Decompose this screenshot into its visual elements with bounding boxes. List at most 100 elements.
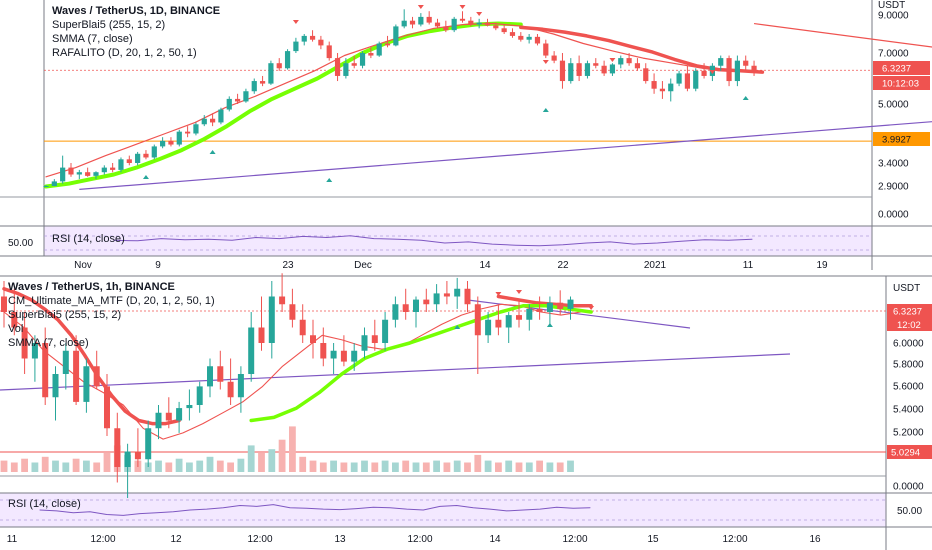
top-candle-body <box>143 153 149 158</box>
bottom-rsi-label[interactable]: RSI (14, close) <box>8 498 81 510</box>
top-candle-body <box>434 22 441 27</box>
bottom-time-tick-label: 14 <box>489 534 501 545</box>
bottom-price-tick-label: 5.2000 <box>893 428 924 439</box>
top-candle-body <box>218 109 224 123</box>
bottom-volume-bar <box>10 462 18 472</box>
top-candle-body <box>243 91 249 102</box>
top-indicator-superblai[interactable]: SuperBlai5 (255, 15, 2) <box>52 19 166 31</box>
bottom-indicator-smma[interactable]: SMMA (7, close) <box>8 337 89 349</box>
top-time-tick-label: 9 <box>155 260 161 271</box>
bottom-candle-body <box>402 304 409 312</box>
bottom-candle-body <box>474 304 481 336</box>
top-candle-body <box>43 186 49 187</box>
bottom-indicator-vol[interactable]: Vol <box>8 323 24 335</box>
bottom-volume-bar <box>412 462 420 472</box>
bottom-candle-body <box>258 327 265 343</box>
top-candle-body <box>151 146 157 158</box>
bottom-indicator-cm-ma[interactable]: CM_Ultimate_MA_MTF (D, 20, 1, 2, 50, 1) <box>8 295 215 307</box>
top-candle-body <box>668 83 674 92</box>
top-support-trendline <box>79 121 932 190</box>
top-candle-body <box>60 167 66 182</box>
top-candle-body <box>234 98 241 102</box>
top-candle-body <box>68 167 74 175</box>
top-rsi-value: 50.00 <box>8 238 33 249</box>
bottom-volume-bar <box>93 462 101 472</box>
bottom-candle-body <box>227 381 234 398</box>
bottom-price-tick-label: 6.0000 <box>893 339 924 350</box>
bottom-time-tick-label: 12:00 <box>90 534 115 545</box>
top-candle-body <box>426 16 432 23</box>
bottom-support-trendline <box>0 353 791 391</box>
top-candle-body <box>51 181 57 186</box>
top-time-tick-label: 23 <box>282 260 294 271</box>
top-candle-body <box>326 45 332 59</box>
bottom-volume-bar <box>258 453 265 472</box>
bottom-volume-bar <box>175 458 183 472</box>
bottom-volume-bar <box>206 456 214 472</box>
bottom-volume-bar <box>309 460 317 472</box>
top-time-tick-label: 19 <box>816 260 828 271</box>
bottom-volume-bar <box>453 460 461 472</box>
top-candle-body <box>701 70 707 76</box>
top-candle-body <box>718 58 724 66</box>
top-time-tick-label: 11 <box>743 260 754 271</box>
top-level-price-box <box>873 132 930 146</box>
top-candle-body <box>459 18 466 21</box>
bottom-volume-bar <box>371 462 379 472</box>
top-candle-body <box>676 73 682 84</box>
top-candle-body <box>376 43 382 56</box>
top-candle-body <box>693 70 699 89</box>
top-candle-body <box>543 43 549 56</box>
top-candle-body <box>651 81 657 89</box>
bottom-indicator-superblai[interactable]: SuperBlai5 (255, 15, 2) <box>8 309 122 321</box>
top-candle-body <box>559 60 566 82</box>
top-buy-signal-arrow <box>742 96 749 100</box>
bottom-last-price-value: 6.3237 <box>893 307 922 318</box>
bottom-volume-bar <box>165 462 173 472</box>
top-price-tick-label: 5.0000 <box>878 100 909 111</box>
top-indicator-smma[interactable]: SMMA (7, close) <box>52 33 133 45</box>
top-candle-body <box>334 58 341 76</box>
bottom-countdown-value: 12:02 <box>897 320 921 331</box>
top-buy-signal-arrow <box>542 108 549 112</box>
bottom-candle-body <box>62 350 69 374</box>
top-candle-body <box>401 20 407 27</box>
bottom-candle-body <box>83 366 90 402</box>
bottom-price-tick-label: 5.4000 <box>893 405 924 416</box>
bottom-volume-bar <box>515 462 523 472</box>
top-candle-body <box>584 63 591 76</box>
bottom-candle-body <box>310 335 316 343</box>
bottom-volume-bar <box>433 460 440 472</box>
bottom-price-tick-label: 5.8000 <box>893 360 924 371</box>
bottom-time-tick-label: 12:00 <box>247 534 272 545</box>
top-candle-body <box>568 63 574 82</box>
bottom-time-tick-label: 12:00 <box>407 534 432 545</box>
top-buy-signal-arrow <box>209 150 216 154</box>
top-candle-body <box>168 140 174 145</box>
bottom-rsi-line <box>39 504 591 516</box>
top-price-tick-label: 2.9000 <box>878 182 909 193</box>
top-candle-body <box>93 172 99 176</box>
bottom-volume-bar <box>41 456 49 472</box>
bottom-candle-body <box>567 299 574 309</box>
top-candle-body <box>176 131 182 145</box>
bottom-time-tick-label: 13 <box>334 534 346 545</box>
top-candle-body <box>451 18 457 31</box>
top-price-tick-label: 7.0000 <box>878 49 909 60</box>
top-sell-signal-arrow <box>476 12 483 16</box>
bottom-time-tick-label: 12 <box>170 534 182 545</box>
top-candle-body <box>476 22 482 25</box>
top-buy-signal-arrow <box>326 178 333 182</box>
bottom-candle-body <box>186 405 193 409</box>
bottom-volume-bar <box>361 460 368 472</box>
bottom-candle-body <box>485 319 492 336</box>
top-time-tick-label: Dec <box>354 260 372 271</box>
bottom-volume-bar <box>289 426 296 472</box>
bottom-time-tick-label: 15 <box>647 534 659 545</box>
top-rsi-label[interactable]: RSI (14, close) <box>52 233 125 245</box>
top-indicator-rafalito[interactable]: RAFALITO (D, 20, 1, 2, 50, 1) <box>52 47 197 59</box>
bottom-chart-title: Waves / TetherUS, 1h, BINANCE <box>8 281 175 293</box>
top-candle-body <box>284 51 291 69</box>
top-candle-body <box>609 64 616 74</box>
top-candle-body <box>526 36 532 40</box>
